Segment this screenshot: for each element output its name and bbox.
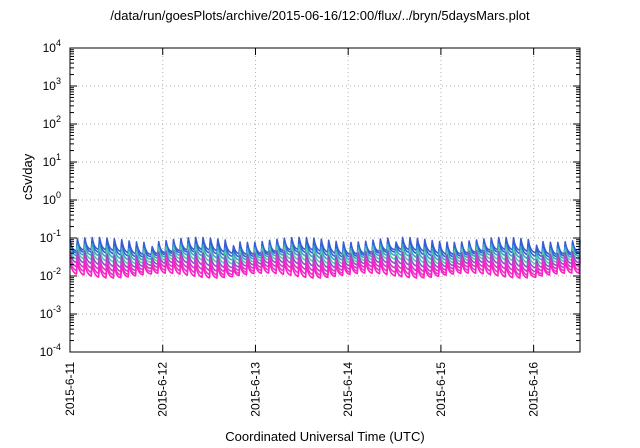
series-line [69,246,581,265]
data-series [69,236,581,279]
y-tick-label: 100 [43,190,61,207]
series-line [69,243,581,261]
y-tick-label: 10-1 [40,228,61,245]
y-tick-label: 104 [43,38,61,55]
y-tick-label: 102 [43,114,61,131]
x-tick-label: 2015-6-13 [248,362,262,417]
series-line [69,239,581,258]
y-tick-label: 10-2 [40,266,61,283]
series-line [69,257,581,276]
y-tick-label: 101 [43,152,61,169]
series-line [69,254,581,273]
y-tick-label: 103 [43,76,61,93]
x-tick-label: 2015-6-14 [341,362,355,417]
chart-title: /data/run/goesPlots/archive/2015-06-16/1… [110,8,530,23]
y-tick-label: 10-4 [40,342,61,359]
y-tick-label: 10-3 [40,304,61,321]
x-tick-label: 2015-6-15 [434,362,448,417]
series-line [69,236,581,256]
x-axis-ticks: 2015-6-11 2015-6-12 2015-6-13 2015-6-14 2015… [63,48,541,417]
series-line [69,250,581,269]
x-axis-label: Coordinated Universal Time (UTC) [225,429,425,444]
x-tick-label: 2015-6-11 [63,362,77,416]
x-tick-label: 2015-6-12 [156,362,170,417]
series-line [69,259,581,279]
x-tick-label: 2015-6-16 [527,362,541,417]
grid-lines [70,48,580,352]
y-axis-ticks: 10-4 10-3 10-2 10-1 100 101 102 103 104 [40,38,580,359]
